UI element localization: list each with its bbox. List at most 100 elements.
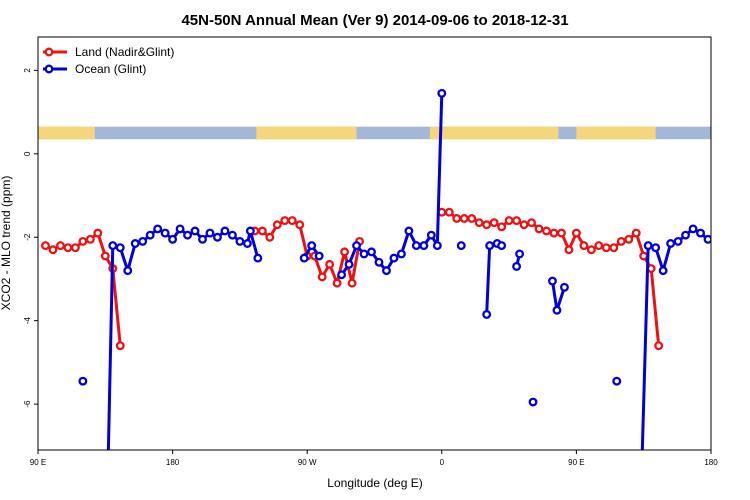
land-segment [256,126,357,140]
data-point [631,228,641,238]
legend-marker [44,64,54,74]
data-point [456,241,466,251]
data-point [601,243,611,253]
data-point [519,220,529,230]
data-point [108,241,118,251]
x-axis-label: Longitude (deg E) [327,476,422,490]
data-point [444,207,454,217]
data-point [474,218,484,228]
data-point [651,243,661,253]
data-point [482,220,492,230]
y-axis: 2 0 -2 -4 -6 [23,68,38,408]
data-point [639,251,649,261]
y-tick-label: -4 [23,317,32,325]
data-point [542,226,551,236]
data-point [586,245,596,255]
data-point [548,276,557,286]
data-point [265,232,275,242]
land-segment [576,126,656,140]
data-point [489,218,499,228]
data-point [643,241,653,251]
data-point [374,257,384,267]
data-point [404,226,414,236]
y-tick-label: 0 [23,151,32,156]
data-point [654,341,664,351]
chart-title: 45N-50N Annual Mean (Ver 9) 2014-09-06 t… [181,12,568,29]
data-point [245,226,255,236]
legend-marker [44,47,54,57]
data-point [426,230,436,240]
data-point [153,224,163,234]
data-point [85,234,95,244]
data-point [130,239,140,248]
data-point [512,216,522,226]
data-point [227,230,237,240]
data-point [257,226,267,236]
series-ocean [78,88,711,450]
data-point [559,282,569,292]
y-tick-label: -6 [23,400,32,408]
data-point [115,243,125,253]
data-point [552,305,562,315]
data-point [340,247,350,257]
x-tick-label: 90 E [30,458,46,467]
series-layer [41,88,711,450]
data-point [612,376,622,386]
data-point [168,234,178,244]
land-segment [429,126,559,140]
data-point [337,270,347,280]
data-point [688,224,698,234]
data-point [666,239,676,248]
map-strip [38,126,711,140]
series-land [41,207,664,351]
data-point [280,216,290,226]
legend: Land (Nadir&Glint) Ocean (Glint) [43,45,174,76]
series-line [485,242,503,315]
x-axis: 90 E 180 90 W 0 90 E 180 [30,450,718,467]
data-point [564,245,574,255]
data-point [594,241,604,251]
data-point [332,278,342,288]
data-point [317,272,327,282]
data-point [220,226,230,236]
x-tick-label: 0 [440,458,445,467]
data-point [512,261,522,271]
data-point [138,236,148,246]
x-tick-label: 180 [704,458,718,467]
data-point [307,241,317,251]
data-point [48,245,58,255]
data-point [556,228,566,238]
data-point [419,241,429,251]
x-tick-label: 90 E [568,458,584,467]
data-point [347,278,357,288]
data-point [359,249,369,259]
data-point [571,228,581,238]
data-point [287,216,297,226]
data-point [432,241,442,251]
data-point [253,253,263,263]
data-point [242,239,252,248]
data-point [382,266,391,276]
data-point [213,232,222,242]
plot-frame [37,36,712,451]
data-point [190,226,200,236]
data-point [482,309,492,319]
data-point [295,220,305,230]
data-point [352,241,362,251]
data-point [485,241,495,251]
data-point [175,224,185,234]
data-point [70,243,80,253]
data-point [160,228,170,238]
data-point [198,234,207,244]
data-point [467,214,477,223]
data-point [658,266,668,276]
legend-label: Land (Nadir&Glint) [75,45,174,59]
y-axis-label: XCO2 - MLO trend (ppm) [0,176,13,311]
data-point [100,251,110,261]
data-point [534,224,544,234]
data-point [579,241,589,251]
data-point [504,216,514,226]
data-point [497,222,507,232]
map-strip-land [38,126,656,140]
data-point [624,234,634,244]
